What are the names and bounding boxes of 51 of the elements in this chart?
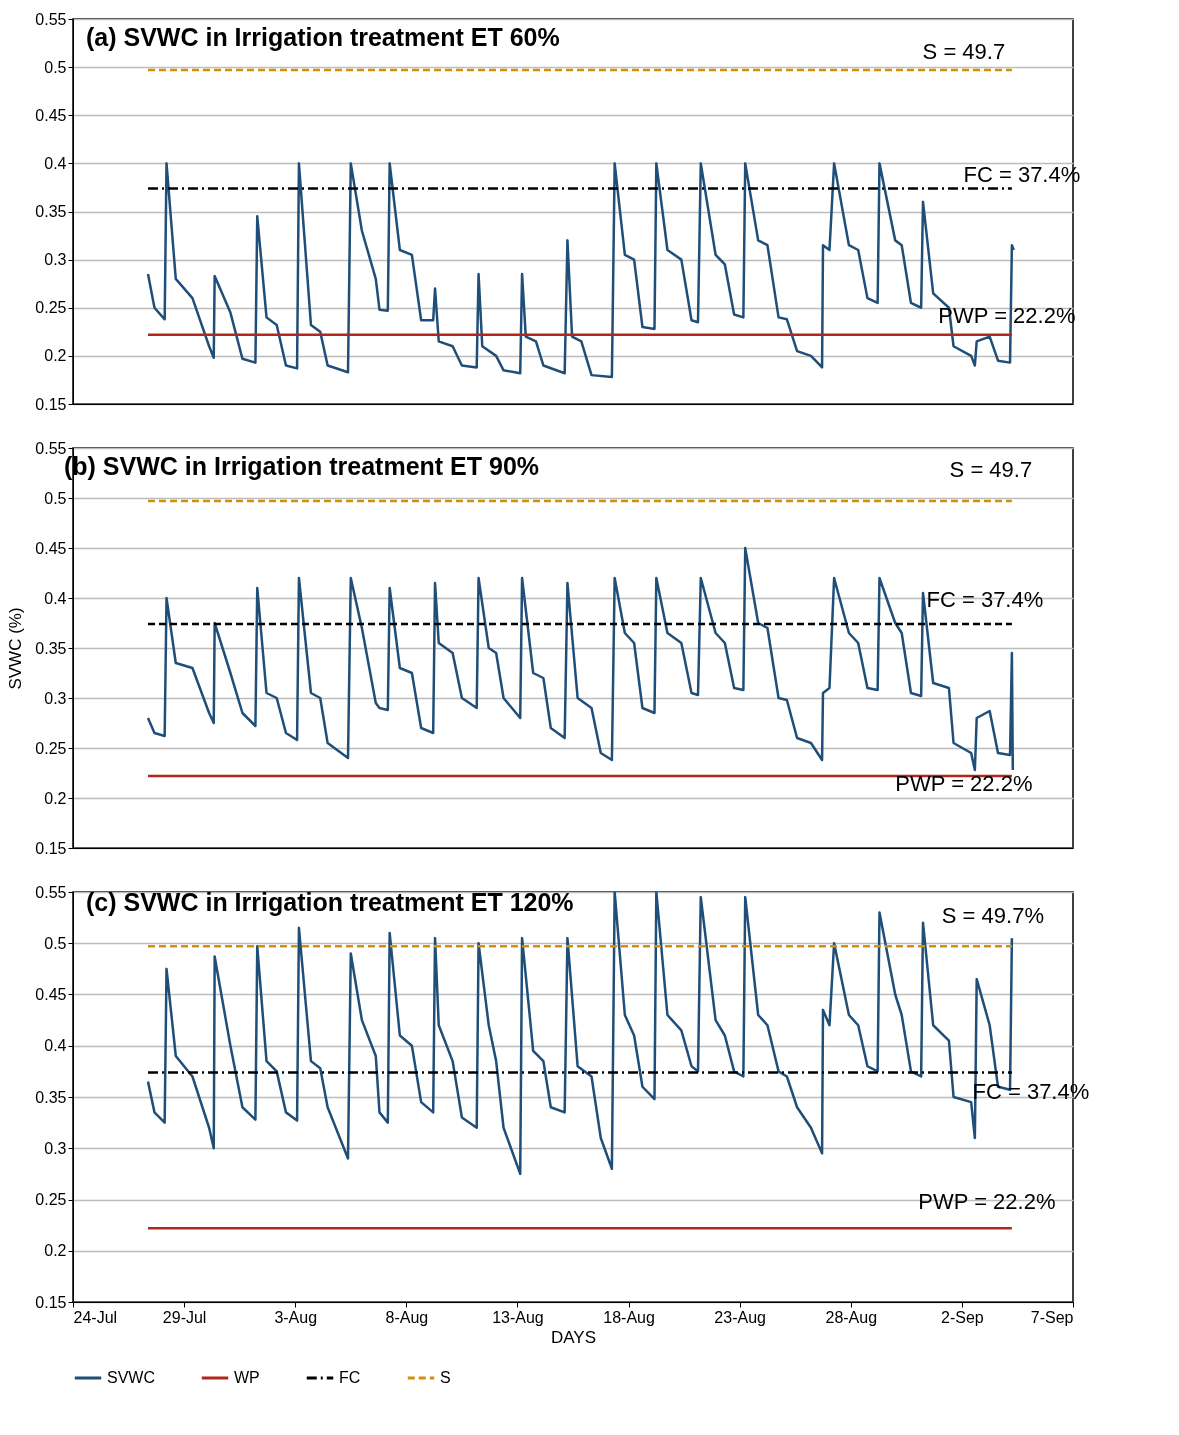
annotation: S = 49.7 xyxy=(949,457,1033,482)
x-axis-title: DAYS xyxy=(550,1327,597,1347)
y-axis-title: SVWC (%) xyxy=(5,607,25,690)
y-tick-label: 0.35 xyxy=(35,639,67,657)
x-tick-label: 18-Aug xyxy=(603,1308,655,1326)
chart-title: (a) SVWC in Irrigation treatment ET 60% xyxy=(86,23,560,51)
annotation: S = 49.7% xyxy=(941,903,1044,929)
y-tick-label: 0.15 xyxy=(35,1293,67,1311)
x-tick-label: 24-Jul xyxy=(73,1308,118,1326)
y-tick-label: 0.35 xyxy=(35,1088,67,1106)
y-tick-label: 0.2 xyxy=(44,789,67,807)
y-tick-label: 0.3 xyxy=(44,1139,67,1157)
y-tick-label: 0.45 xyxy=(35,106,67,124)
y-tick-label: 0.5 xyxy=(44,58,67,76)
y-tick-label: 0.3 xyxy=(44,251,67,269)
x-tick-label: 13-Aug xyxy=(492,1308,544,1326)
x-tick-label: 23-Aug xyxy=(714,1308,766,1326)
legend-label: FC xyxy=(339,1369,361,1386)
y-tick-label: 0.2 xyxy=(44,347,67,365)
legend-label: WP xyxy=(234,1369,260,1386)
y-tick-label: 0.5 xyxy=(44,489,67,507)
y-tick-label: 0.15 xyxy=(35,839,67,857)
annotation: S = 49.7 xyxy=(922,39,1006,65)
y-tick-label: 0.25 xyxy=(35,1191,67,1208)
annotation: PWP = 22.2% xyxy=(918,1189,1056,1215)
y-tick-label: 0.25 xyxy=(35,739,67,757)
y-tick-label: 0.5 xyxy=(44,934,67,952)
y-tick-label: 0.55 xyxy=(35,439,67,457)
legend-label: SVWC xyxy=(107,1369,155,1386)
y-tick-label: 0.4 xyxy=(44,589,67,607)
y-tick-label: 0.55 xyxy=(35,883,67,901)
y-tick-label: 0.4 xyxy=(44,1037,67,1055)
y-tick-label: 0.4 xyxy=(44,154,67,172)
y-tick-label: 0.2 xyxy=(44,1242,67,1260)
y-tick-label: 0.25 xyxy=(35,299,67,317)
x-tick-label: 3-Aug xyxy=(274,1308,318,1326)
annotation: PWP = 22.2% xyxy=(895,771,1033,796)
legend-label: S xyxy=(440,1369,451,1386)
y-tick-label: 0.35 xyxy=(35,203,67,220)
x-tick-label: 7-Sep xyxy=(1030,1308,1074,1326)
x-tick-label: 29-Jul xyxy=(162,1308,207,1326)
chart-title: (c) SVWC in Irrigation treatment ET 120% xyxy=(86,888,574,916)
x-tick-label: 28-Aug xyxy=(825,1308,878,1326)
x-tick-label: 2-Sep xyxy=(941,1308,984,1326)
y-tick-label: 0.15 xyxy=(35,395,67,413)
y-tick-label: 0.45 xyxy=(35,986,67,1003)
y-tick-label: 0.55 xyxy=(35,10,67,28)
y-tick-label: 0.45 xyxy=(35,539,67,557)
y-tick-label: 0.3 xyxy=(44,689,67,707)
x-tick-label: 8-Aug xyxy=(385,1308,429,1326)
annotation: FC = 37.4% xyxy=(926,587,1044,612)
